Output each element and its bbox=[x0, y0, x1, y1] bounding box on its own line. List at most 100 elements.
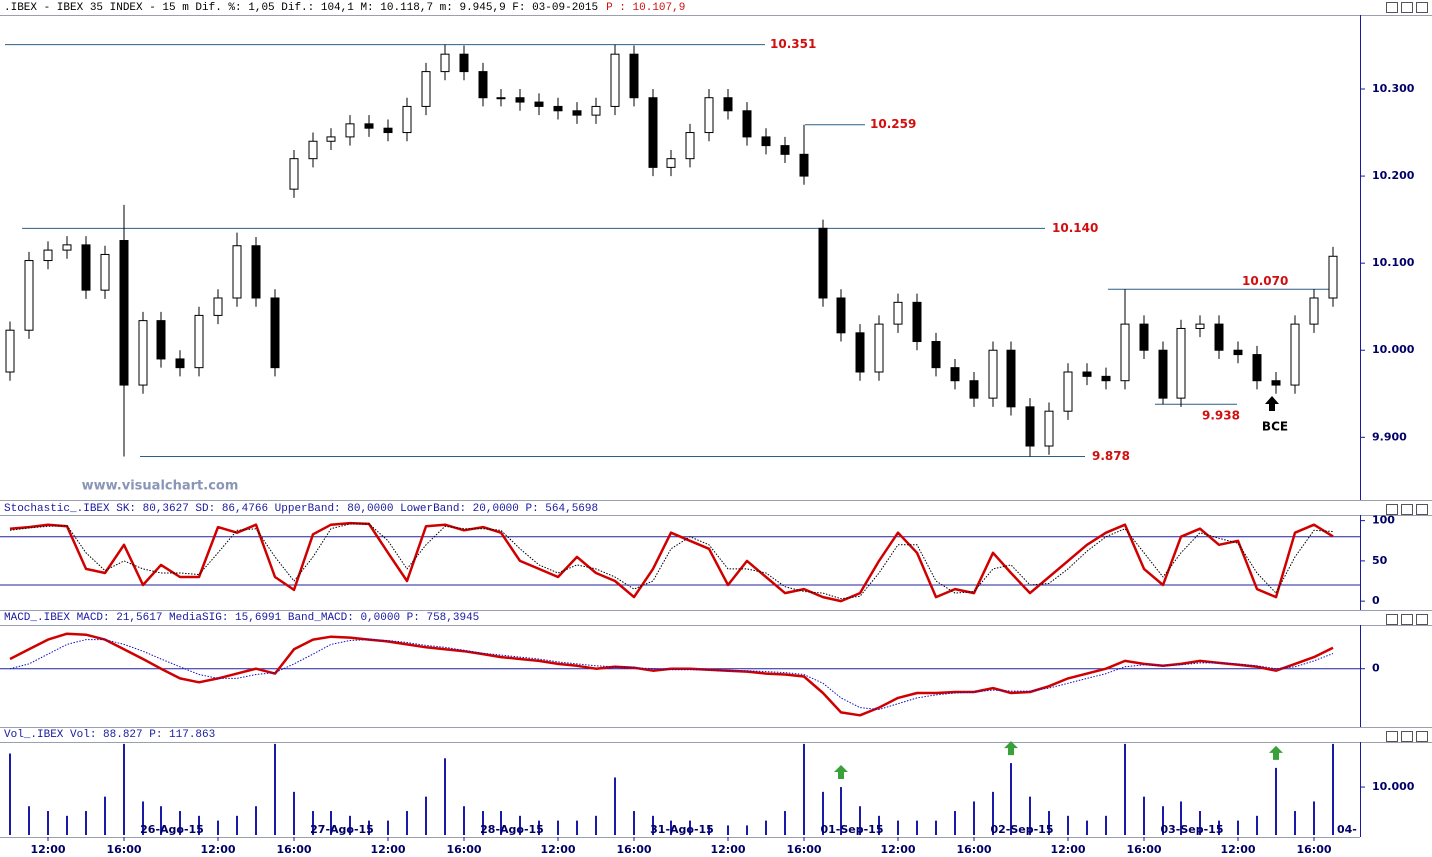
volume-bar bbox=[28, 806, 30, 835]
maximize-button[interactable] bbox=[1401, 2, 1413, 13]
candle-body bbox=[232, 245, 242, 299]
close-button[interactable] bbox=[1416, 614, 1428, 625]
time-label: 12:00 bbox=[710, 843, 745, 856]
candle-body bbox=[24, 260, 34, 331]
minimize-button[interactable] bbox=[1386, 2, 1398, 13]
maximize-button[interactable] bbox=[1401, 731, 1413, 742]
candle-body bbox=[459, 53, 469, 73]
time-label: 16:00 bbox=[786, 843, 821, 856]
candle-body bbox=[761, 136, 771, 147]
volume-bar bbox=[1237, 820, 1239, 835]
volume-bar bbox=[992, 791, 994, 835]
volume-bar bbox=[47, 811, 49, 835]
time-label: 16:00 bbox=[1126, 843, 1161, 856]
candle-body bbox=[969, 380, 979, 399]
candle-body bbox=[704, 97, 714, 134]
candle-body bbox=[364, 123, 374, 129]
time-label: 12:00 bbox=[880, 843, 915, 856]
candle-body bbox=[119, 240, 129, 386]
panel-title: MACD_.IBEX MACD: 21,5617 MediaSIG: 15,69… bbox=[4, 612, 479, 624]
panel-price: P : 10.107,9 bbox=[606, 2, 685, 14]
volume-bar bbox=[236, 815, 238, 835]
candle-body bbox=[629, 53, 639, 99]
candle-body bbox=[251, 245, 261, 299]
candle-body bbox=[138, 320, 148, 386]
candle-body bbox=[1006, 349, 1016, 408]
volume-bar bbox=[803, 743, 805, 835]
candle-body bbox=[685, 132, 695, 160]
candle-body bbox=[591, 105, 601, 116]
y-tick-label: 0 bbox=[1372, 662, 1380, 675]
minimize-button[interactable] bbox=[1386, 504, 1398, 515]
candle-body bbox=[742, 110, 752, 138]
candle-body bbox=[1025, 406, 1035, 447]
candle-body bbox=[534, 101, 544, 107]
volume-bar bbox=[1294, 811, 1296, 835]
volume-bar bbox=[822, 791, 824, 835]
volume-bar bbox=[387, 820, 389, 835]
y-tick-label: 0 bbox=[1372, 594, 1380, 607]
button-group bbox=[1386, 504, 1428, 515]
minimize-button[interactable] bbox=[1386, 731, 1398, 742]
minimize-button[interactable] bbox=[1386, 614, 1398, 625]
volume-bar bbox=[897, 820, 899, 835]
candle-body bbox=[1139, 323, 1149, 351]
time-label: 12:00 bbox=[540, 843, 575, 856]
signal-arrow bbox=[1004, 741, 1018, 756]
volume-bar bbox=[255, 806, 257, 835]
volume-bar bbox=[576, 820, 578, 835]
candle-body bbox=[421, 71, 431, 107]
volume-bar bbox=[1162, 806, 1164, 835]
candle-body bbox=[1309, 297, 1319, 325]
annotation: BCE bbox=[1262, 420, 1288, 434]
candle-body bbox=[723, 97, 733, 112]
time-label: 12:00 bbox=[1050, 843, 1085, 856]
candle-body bbox=[81, 244, 91, 291]
volume-bar bbox=[368, 820, 370, 835]
volume-bar bbox=[9, 753, 11, 835]
candle-body bbox=[610, 53, 620, 107]
close-button[interactable] bbox=[1416, 504, 1428, 515]
volume-bar bbox=[538, 820, 540, 835]
volume-bar bbox=[614, 777, 616, 835]
candle-body bbox=[100, 253, 110, 291]
maximize-button[interactable] bbox=[1401, 614, 1413, 625]
volume-bar bbox=[916, 820, 918, 835]
volume-bar bbox=[973, 801, 975, 835]
time-label: 12:00 bbox=[200, 843, 235, 856]
volume-bar bbox=[330, 811, 332, 835]
candle-body bbox=[1214, 323, 1224, 351]
button-group bbox=[1386, 614, 1428, 625]
candle-body bbox=[648, 97, 658, 168]
volume-bar bbox=[859, 806, 861, 835]
candle-body bbox=[1044, 410, 1054, 447]
volume-bar bbox=[784, 811, 786, 835]
candle-body bbox=[402, 105, 412, 134]
candle-body bbox=[5, 329, 15, 373]
level-label: 10.070 bbox=[1242, 274, 1288, 288]
candle-body bbox=[1290, 323, 1300, 386]
series-line bbox=[9, 632, 1334, 717]
maximize-button[interactable] bbox=[1401, 504, 1413, 515]
close-button[interactable] bbox=[1416, 2, 1428, 13]
candle-body bbox=[194, 314, 204, 369]
candle-body bbox=[893, 301, 903, 325]
candle-body bbox=[1271, 380, 1281, 386]
volume-bar bbox=[652, 815, 654, 835]
signal-arrow bbox=[1265, 396, 1279, 411]
volume-bar bbox=[463, 806, 465, 835]
time-label: 16:00 bbox=[106, 843, 141, 856]
volume-bar bbox=[840, 787, 842, 835]
volume-bar bbox=[1067, 815, 1069, 835]
candle-body bbox=[515, 97, 525, 103]
candle-body bbox=[572, 110, 582, 116]
candle-body bbox=[1063, 371, 1073, 412]
panel-title: Stochastic_.IBEX SK: 80,3627 SD: 86,4766… bbox=[4, 503, 598, 515]
date-label: 27-Ago-15 bbox=[310, 823, 374, 836]
signal-arrow bbox=[834, 765, 848, 780]
volume-bar bbox=[1256, 815, 1258, 835]
close-button[interactable] bbox=[1416, 731, 1428, 742]
volume-bar bbox=[444, 758, 446, 835]
